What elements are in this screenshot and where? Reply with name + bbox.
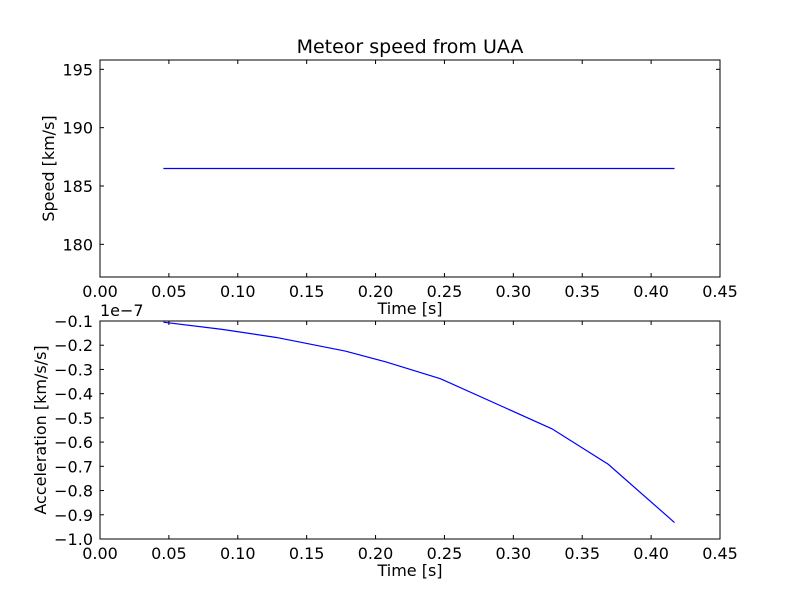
speed-plot-x-tick-label: 0.45: [702, 282, 738, 301]
acceleration-plot-marks: [163, 321, 675, 523]
acceleration-plot-y-tick-label: −1.0: [54, 530, 93, 549]
speed-plot-x-tick-label: 0.25: [427, 282, 463, 301]
acceleration-plot-frame: [99, 320, 721, 540]
speed-plot: 0.00 0.05 0.10 0.15 0.20 0.25 0.30 0.35 0.40 0.45…: [39, 36, 738, 318]
acceleration-plot-x-tick-label: 0.25: [427, 544, 463, 563]
speed-plot-title: Meteor speed from UAA: [297, 36, 524, 58]
speed-plot-y-tick-label: 190: [62, 119, 93, 138]
speed-plot-x-tick-label: 0.40: [633, 282, 669, 301]
acceleration-plot-x-tick-label: 0.45: [702, 544, 738, 563]
acceleration-plot-x-tick-label: 0.20: [358, 544, 394, 563]
acceleration-plot-y-tick-label: −0.4: [54, 385, 93, 404]
acceleration-plot-x-tick-label: 0.05: [151, 544, 187, 563]
acceleration-plot-x-tick-label: 0.35: [564, 544, 600, 563]
acceleration-plot-x-tick-label: 0.15: [289, 544, 325, 563]
acceleration-plot-y-tick-label: −0.9: [54, 506, 93, 525]
acceleration-plot-x-tick-label: 0.00: [82, 544, 118, 563]
acceleration-plot-offset-text: 1e−7: [100, 301, 144, 320]
speed-plot-frame: [99, 59, 721, 278]
speed-plot-y-tick-label: 195: [62, 60, 93, 79]
speed-plot-x-tick-label: 0.15: [289, 282, 325, 301]
acceleration-plot-x-axis-label: Time [s]: [376, 561, 442, 580]
speed-plot-x-axis-label: Time [s]: [376, 299, 442, 318]
acceleration-plot-y-tick-label: −0.2: [54, 336, 93, 355]
acceleration-plot-y-tick-label: −0.5: [54, 409, 93, 428]
speed-plot-x-tick-label: 0.05: [151, 282, 187, 301]
acceleration-plot-y-tick-label: −0.8: [54, 482, 93, 501]
acceleration-plot-series-line: [163, 321, 675, 523]
speed-plot-x-tick-label: 0.30: [496, 282, 532, 301]
speed-plot-ticks: 0.00 0.05 0.10 0.15 0.20 0.25 0.30 0.35 0.40 0.45…: [62, 60, 738, 301]
acceleration-plot: 0.00 0.05 0.10 0.15 0.20 0.25 0.30 0.35 0.40 0.45…: [31, 301, 738, 580]
acceleration-plot-y-tick-label: −0.1: [54, 312, 93, 331]
speed-plot-x-tick-label: 0.35: [564, 282, 600, 301]
speed-plot-y-axis-label: Speed [km/s]: [39, 115, 58, 221]
acceleration-plot-x-tick-label: 0.30: [496, 544, 532, 563]
acceleration-plot-y-tick-label: −0.7: [54, 457, 93, 476]
acceleration-plot-x-tick-label: 0.10: [220, 544, 256, 563]
acceleration-plot-x-tick-label: 0.40: [633, 544, 669, 563]
acceleration-plot-y-tick-label: −0.6: [54, 433, 93, 452]
speed-plot-x-tick-label: 0.00: [82, 282, 118, 301]
speed-plot-x-tick-label: 0.10: [220, 282, 256, 301]
speed-plot-x-tick-label: 0.20: [358, 282, 394, 301]
acceleration-plot-y-axis-label: Acceleration [km/s/s]: [31, 345, 50, 514]
speed-plot-y-tick-label: 185: [62, 177, 93, 196]
speed-plot-y-tick-label: 180: [62, 235, 93, 254]
acceleration-plot-y-tick-label: −0.3: [54, 360, 93, 379]
acceleration-plot-ticks: 0.00 0.05 0.10 0.15 0.20 0.25 0.30 0.35 0.40 0.45…: [54, 312, 738, 563]
